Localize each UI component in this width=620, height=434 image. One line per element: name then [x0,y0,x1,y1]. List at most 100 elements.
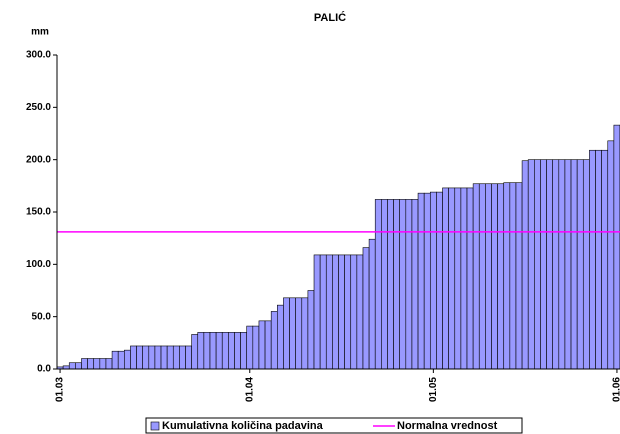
bar [148,345,156,370]
bar [258,320,266,370]
bar [215,332,223,370]
legend-box [145,417,523,434]
bar [509,182,517,370]
bar [595,149,602,370]
bar [405,199,413,370]
bar [283,297,290,370]
x-tick-label: 01.05 [428,377,439,402]
bar [534,159,541,370]
bar [111,350,119,370]
bar [319,254,327,370]
bar [393,199,400,370]
x-tick-label: 01.04 [244,377,255,402]
bar [295,297,303,370]
bar [344,254,352,370]
y-tick-label: 200.0 [26,154,51,165]
bar [515,182,523,370]
bar [203,332,211,370]
bar [264,320,272,370]
bar [166,345,174,370]
bar [503,182,511,370]
bar [197,332,205,370]
bar [313,254,321,370]
bar [552,159,560,370]
bar [105,358,113,370]
bar [423,192,431,370]
legend-swatch [150,421,160,431]
bar [546,159,553,370]
y-tick-label: 50.0 [32,311,52,322]
bar [68,362,76,370]
bar [246,325,254,370]
bar [179,345,186,370]
bar [301,297,309,370]
y-tick-label: 250.0 [26,102,51,113]
bar [75,362,82,370]
bar [99,358,107,370]
bar [240,332,248,370]
bar [454,187,462,370]
bar [117,350,125,370]
bar [338,254,345,370]
bar [160,345,168,370]
bar [521,160,529,370]
bar [356,254,364,370]
bar [466,187,474,370]
y-axis-label: mm [31,27,49,38]
bar [399,199,407,370]
bar [350,254,358,370]
legend-label: Normalna vrednost [397,420,498,432]
bar [81,358,88,370]
bar [387,199,394,370]
y-tick-label: 300.0 [26,50,51,61]
bar [478,183,486,370]
bar [527,159,535,370]
bar [277,304,284,370]
bar [607,140,615,370]
bar [589,149,596,370]
bar [374,199,382,370]
x-tick-label: 01.06 [612,377,620,402]
bar [570,159,578,370]
bar [448,187,456,370]
bar [252,325,260,370]
bar [540,159,547,370]
bar [228,332,235,370]
bar [221,332,229,370]
bar [209,332,217,370]
legend-label: Kumulativna količina padavina [162,420,324,432]
bar [142,345,150,370]
bar [130,345,137,370]
bar [613,124,620,370]
bar [87,358,95,370]
bar [93,358,101,370]
bar [307,290,315,370]
bar [601,149,609,370]
bar [185,345,192,370]
bar [270,311,278,370]
x-tick-label: 01.03 [55,377,66,402]
y-tick-label: 100.0 [26,259,51,270]
bar [289,297,296,370]
bar [472,183,480,370]
bar [497,183,505,370]
bar [429,191,437,370]
bar [381,199,388,370]
bar [136,345,143,370]
bar [417,192,425,370]
chart-title: PALIĆ [314,11,346,24]
bar [191,334,199,370]
bar [460,187,468,370]
bar [368,238,376,370]
bar [582,159,590,370]
bar [124,349,131,370]
bar [564,159,572,370]
bar [411,199,419,370]
y-tick-label: 150.0 [26,207,51,218]
bar [172,345,180,370]
bar [442,187,449,370]
bar [362,247,370,370]
bar [576,159,584,370]
y-tick-label: 0.0 [37,364,51,375]
